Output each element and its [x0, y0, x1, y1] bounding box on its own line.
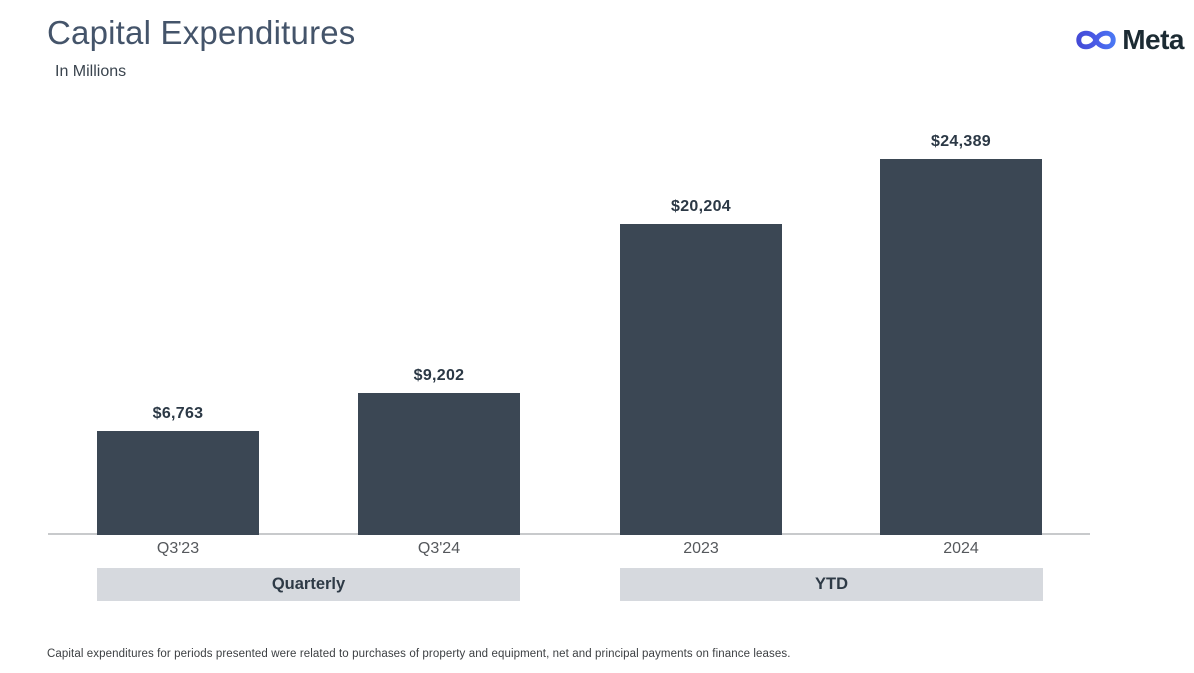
bar-value-label: $20,204 — [671, 198, 731, 215]
bar-value-label: $6,763 — [152, 405, 204, 422]
category-label: Q3'24 — [417, 540, 461, 557]
x-axis-line — [48, 533, 1090, 535]
group-label-quarterly: Quarterly — [97, 568, 520, 601]
category-label: Q3'23 — [156, 540, 200, 557]
category-label: 2023 — [683, 540, 719, 557]
category-label: 2024 — [943, 540, 979, 557]
brand-wordmark: Meta — [1122, 24, 1184, 55]
bar — [358, 393, 520, 535]
page-subtitle: In Millions — [55, 63, 127, 80]
footnote: Capital expenditures for periods present… — [47, 648, 791, 660]
bar — [620, 224, 782, 535]
meta-logo: Meta — [1075, 24, 1184, 56]
bar — [97, 431, 259, 535]
bar — [880, 159, 1042, 535]
page-title: Capital Expenditures — [47, 14, 356, 51]
bar-value-label: $24,389 — [931, 133, 991, 150]
group-label-ytd: YTD — [620, 568, 1043, 601]
bar-value-label: $9,202 — [413, 367, 465, 384]
meta-infinity-icon — [1076, 30, 1116, 50]
